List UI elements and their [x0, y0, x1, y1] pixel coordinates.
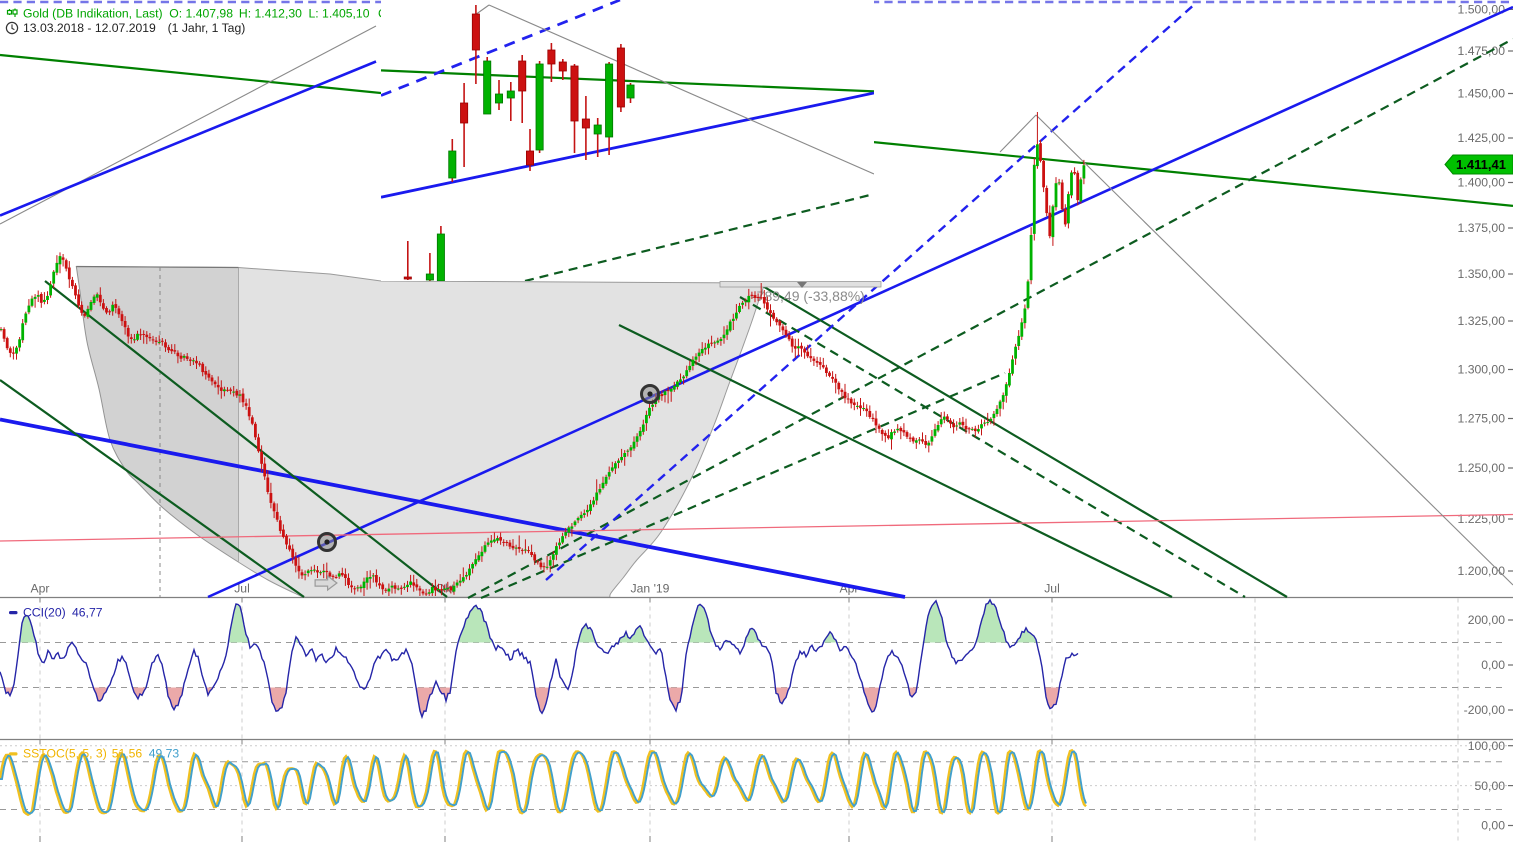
svg-text:(1 Jahr, 1 Tag): (1 Jahr, 1 Tag)	[168, 21, 246, 35]
svg-text:Jul: Jul	[234, 582, 250, 596]
svg-text:CCI(20): CCI(20)	[23, 605, 66, 619]
svg-text:0,00: 0,00	[1481, 819, 1505, 833]
svg-text:1.300,00: 1.300,00	[1458, 363, 1506, 377]
svg-text:-200,00: -200,00	[1464, 703, 1506, 717]
svg-text:0,00: 0,00	[1481, 658, 1505, 672]
svg-text:100,00: 100,00	[1468, 739, 1505, 753]
svg-text:1.400,00: 1.400,00	[1458, 176, 1506, 190]
svg-text:1.411,41: 1.411,41	[1456, 157, 1506, 172]
svg-text:1.425,00: 1.425,00	[1458, 131, 1506, 145]
svg-text:H: 1.412,30: H: 1.412,30	[239, 7, 302, 21]
svg-text:1.475,00: 1.475,00	[1458, 44, 1506, 58]
svg-text:1.500,00: 1.500,00	[1458, 3, 1506, 17]
svg-text:1.250,00: 1.250,00	[1458, 461, 1506, 475]
svg-text:49,73: 49,73	[149, 747, 180, 761]
svg-text:-789,49 (-33,88%): -789,49 (-33,88%)	[752, 288, 865, 304]
svg-text:1.275,00: 1.275,00	[1458, 412, 1506, 426]
svg-text:Jan '19: Jan '19	[631, 582, 670, 596]
svg-text:SSTOC(5, 5, 3): SSTOC(5, 5, 3)	[23, 747, 107, 761]
svg-text:13.03.2018 - 12.07.2019: 13.03.2018 - 12.07.2019	[23, 21, 156, 35]
svg-text:O: 1.407,98: O: 1.407,98	[169, 7, 233, 21]
svg-text:200,00: 200,00	[1468, 613, 1505, 627]
svg-text:1.350,00: 1.350,00	[1458, 267, 1506, 281]
svg-text:46,77: 46,77	[72, 605, 103, 619]
svg-text:1.200,00: 1.200,00	[1458, 564, 1506, 578]
svg-text:1.325,00: 1.325,00	[1458, 314, 1506, 328]
svg-text:1.450,00: 1.450,00	[1458, 87, 1506, 101]
svg-text:Jul: Jul	[1044, 582, 1060, 596]
svg-text:Apr: Apr	[31, 582, 50, 596]
svg-text:51,56: 51,56	[112, 747, 143, 761]
svg-text:1.375,00: 1.375,00	[1458, 221, 1506, 235]
svg-text:50,00: 50,00	[1475, 779, 1506, 793]
svg-text:Gold (DB Indikation, Last): Gold (DB Indikation, Last)	[23, 7, 163, 21]
svg-text:L: 1.405,10: L: 1.405,10	[309, 7, 370, 21]
